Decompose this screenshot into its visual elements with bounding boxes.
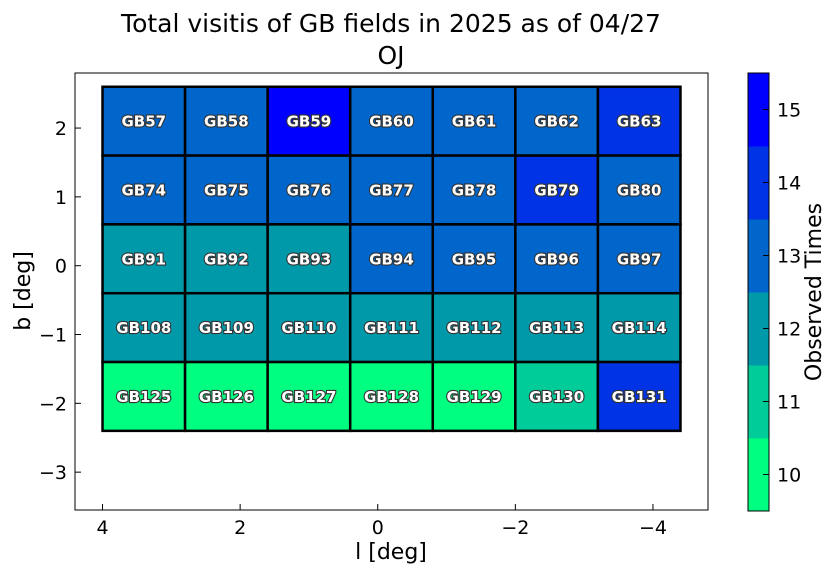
- cell-label-gb78: GB78: [452, 181, 497, 199]
- colorbar-segment-13: [748, 219, 769, 293]
- cell-label-gb130: GB130: [529, 388, 584, 406]
- x-tick-label: 4: [96, 517, 108, 539]
- heatmap-cell-gb109: [183, 291, 269, 364]
- heatmap-cell-gb96: [514, 223, 600, 295]
- colorbar-segment-10: [748, 438, 769, 512]
- heatmap-cell-gb76: [266, 154, 352, 226]
- heatmap-cell-gb108: [101, 291, 187, 364]
- heatmap-cell-gb78: [431, 154, 517, 226]
- cell-label-gb126: GB126: [199, 388, 254, 406]
- x-axis: 4 2 0 −2 −4: [96, 504, 667, 539]
- heatmap-cell-gb130: [514, 360, 600, 433]
- colorbar-tick-label: 13: [777, 246, 801, 268]
- heatmap-cell-gb74: [101, 154, 187, 226]
- colorbar-tick-label: 10: [777, 465, 801, 487]
- cell-label-gb74: GB74: [121, 181, 166, 199]
- y-axis: 2 1 0 −1 −2 −3: [39, 118, 81, 484]
- cell-label-gb125: GB125: [116, 388, 171, 406]
- heatmap-cells: GB57 GB58 GB59 GB60 GB61 GB62 GB63 GB74 GB75 GB76…: [101, 85, 682, 433]
- colorbar: 10 11 12 13 14 15: [747, 72, 801, 512]
- y-tick-label: −2: [39, 393, 67, 415]
- cell-label-gb94: GB94: [369, 250, 414, 268]
- cell-label-gb111: GB111: [364, 319, 419, 337]
- cell-label-gb112: GB112: [447, 319, 502, 337]
- cell-label-gb91: GB91: [121, 250, 166, 268]
- y-tick-label: 0: [55, 256, 67, 278]
- cell-label-gb127: GB127: [281, 388, 336, 406]
- cell-label-gb109: GB109: [199, 319, 254, 337]
- cell-label-gb113: GB113: [529, 319, 584, 337]
- heatmap-cell-gb62: [514, 85, 600, 157]
- y-axis-label: b [deg]: [11, 251, 36, 331]
- cell-label-gb92: GB92: [204, 250, 249, 268]
- colorbar-segment-12: [748, 292, 769, 366]
- heatmap-cell-gb113: [514, 291, 600, 364]
- cell-label-gb96: GB96: [534, 250, 579, 268]
- cell-label-gb57: GB57: [121, 113, 166, 131]
- cell-label-gb97: GB97: [617, 250, 662, 268]
- cell-label-gb95: GB95: [452, 250, 497, 268]
- cell-label-gb75: GB75: [204, 181, 249, 199]
- cell-label-gb61: GB61: [452, 113, 497, 131]
- cell-label-gb93: GB93: [287, 250, 332, 268]
- heatmap-cell-gb80: [596, 154, 682, 226]
- colorbar-segment-14: [748, 146, 769, 220]
- cell-label-gb108: GB108: [116, 319, 171, 337]
- plot-frame: [74, 72, 709, 511]
- cell-label-gb63: GB63: [617, 113, 662, 131]
- heatmap-cell-gb92: [183, 223, 269, 295]
- heatmap-cell-gb93: [266, 223, 352, 295]
- y-tick-label: −3: [39, 462, 67, 484]
- colorbar-frame: [747, 72, 770, 512]
- x-axis-label: l [deg]: [355, 540, 427, 565]
- cell-label-gb114: GB114: [612, 319, 667, 337]
- heatmap-cell-gb95: [431, 223, 517, 295]
- cell-label-gb58: GB58: [204, 113, 249, 131]
- heatmap-cell-gb131: [596, 360, 682, 433]
- cell-label-gb110: GB110: [281, 319, 336, 337]
- cell-label-gb79: GB79: [534, 181, 579, 199]
- colorbar-tick-label: 12: [777, 319, 801, 341]
- chart-subtitle: OJ: [377, 41, 404, 70]
- colorbar-segment-11: [748, 365, 769, 439]
- cell-label-gb76: GB76: [287, 181, 332, 199]
- cell-label-gb62: GB62: [534, 113, 579, 131]
- y-tick-label: 2: [55, 118, 67, 140]
- cell-label-gb77: GB77: [369, 181, 414, 199]
- heatmap-cell-gb57: [101, 85, 187, 157]
- cell-label-gb129: GB129: [447, 388, 502, 406]
- x-tick-label: 2: [234, 517, 246, 539]
- x-tick-label: −4: [639, 517, 667, 539]
- cell-label-gb131: GB131: [612, 388, 667, 406]
- colorbar-tick-label: 11: [777, 392, 801, 414]
- y-tick-label: −1: [39, 325, 67, 347]
- y-tick-label: 1: [55, 187, 67, 209]
- cell-label-gb80: GB80: [617, 181, 662, 199]
- colorbar-tick-label: 14: [777, 173, 801, 195]
- colorbar-tick-label: 15: [777, 100, 801, 122]
- colorbar-segment-15: [748, 73, 769, 147]
- cell-label-gb59: GB59: [287, 113, 332, 131]
- cell-label-gb128: GB128: [364, 388, 419, 406]
- x-tick-label: −2: [501, 517, 529, 539]
- heatmap-cell-gb97: [596, 223, 682, 295]
- chart-title: Total visitis of GB fields in 2025 as of…: [120, 9, 661, 38]
- colorbar-label: Observed Times: [802, 203, 827, 381]
- heatmap-cell-gb125: [101, 360, 187, 433]
- heatmap-cell-gb127: [266, 360, 352, 433]
- x-tick-label: 0: [372, 517, 384, 539]
- cell-label-gb60: GB60: [369, 113, 414, 131]
